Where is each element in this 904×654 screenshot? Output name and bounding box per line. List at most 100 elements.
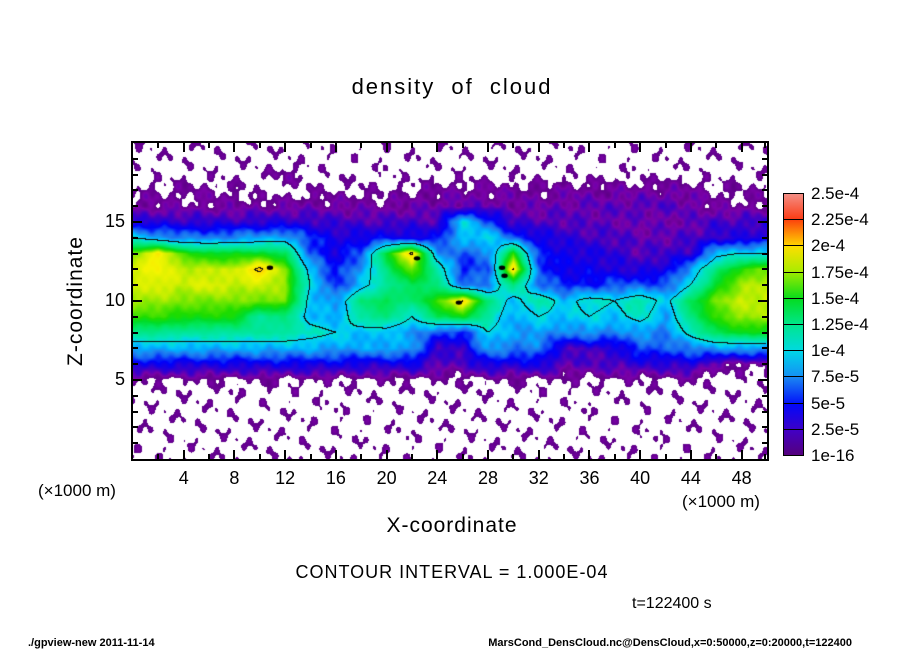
axis-tick (133, 205, 138, 208)
axis-tick (133, 426, 138, 429)
axis-tick (133, 379, 142, 381)
axis-tick (664, 143, 667, 148)
axis-tick (758, 221, 767, 223)
time-label: t=122400 s (632, 595, 712, 612)
axis-tick (762, 157, 767, 160)
axis-tick (512, 454, 515, 459)
y-axis-tick-label: 5 (114, 369, 125, 389)
colorbar-box (783, 402, 804, 431)
footer-datasource: MarsCond_DensCloud.nc@DensCloud,x=0:5000… (488, 637, 852, 649)
axis-tick (334, 450, 337, 459)
axis-tick (258, 143, 261, 148)
colorbar-tick-label: 1.75e-4 (811, 262, 869, 282)
axis-tick (461, 143, 464, 148)
axis-tick (233, 143, 236, 152)
axis-tick (133, 268, 138, 271)
axis-tick (133, 252, 138, 255)
axis-tick (133, 442, 138, 445)
axis-tick (588, 143, 591, 152)
axis-tick (762, 236, 767, 239)
axis-tick (182, 143, 185, 152)
colorbar-box (783, 324, 804, 352)
axis-tick (689, 450, 692, 459)
axis-tick (762, 442, 767, 445)
axis-tick (537, 450, 540, 459)
x-axis-tick-label: 24 (427, 468, 448, 488)
axis-tick (208, 454, 211, 459)
axis-tick (639, 143, 642, 152)
plot-frame (131, 141, 769, 461)
axis-tick (208, 143, 211, 148)
axis-tick (762, 173, 767, 176)
axis-tick (762, 268, 767, 271)
colorbar (783, 193, 804, 457)
x-axis-title: X-coordinate (386, 514, 518, 537)
axis-tick (758, 300, 767, 302)
x-axis-tick-label: 32 (528, 468, 549, 488)
axis-tick (664, 454, 667, 459)
colorbar-tick-label: 1e-16 (811, 446, 855, 465)
axis-tick (563, 454, 566, 459)
axis-tick (762, 363, 767, 366)
axis-tick (157, 143, 160, 148)
axis-tick (436, 450, 439, 459)
axis-tick (133, 221, 142, 223)
axis-tick (537, 143, 540, 152)
axis-tick (639, 450, 642, 459)
axis-tick (762, 189, 767, 192)
axis-tick (764, 454, 766, 459)
x-unit-label-right: (×1000 m) (682, 492, 760, 511)
axis-tick (133, 173, 138, 176)
axis-tick (133, 284, 138, 287)
colorbar-tick-label: 1e-4 (811, 341, 846, 361)
colorbar-box (783, 350, 804, 378)
axis-tick (360, 143, 363, 148)
x-axis-tick-label: 12 (275, 468, 296, 488)
colorbar-tick-label: 2e-4 (811, 236, 846, 256)
colorbar-box (783, 219, 804, 247)
y-axis-title: Z-coordinate (64, 236, 87, 366)
x-axis-tick-label: 40 (630, 468, 651, 488)
x-axis-tick-label: 48 (731, 468, 752, 488)
axis-tick (410, 454, 413, 459)
axis-tick (762, 410, 767, 413)
colorbar-tick-label: 2.25e-4 (811, 210, 869, 230)
axis-tick (758, 379, 767, 381)
axis-tick (762, 252, 767, 255)
axis-tick (133, 157, 138, 160)
axis-tick (764, 143, 766, 148)
axis-tick (740, 143, 743, 152)
colorbar-box (783, 428, 804, 457)
colorbar-box (783, 245, 804, 274)
axis-tick (133, 331, 138, 334)
footer-command: ./gpview-new 2011-11-14 (28, 637, 155, 649)
axis-tick (133, 394, 138, 397)
axis-tick (715, 454, 718, 459)
axis-tick (309, 143, 312, 148)
axis-tick (258, 454, 261, 459)
axis-tick (133, 236, 138, 239)
x-axis-tick-label: 4 (178, 468, 189, 488)
axis-tick (233, 450, 236, 459)
axis-tick (715, 143, 718, 148)
axis-tick (385, 450, 388, 459)
x-axis-tick-label: 8 (229, 468, 240, 488)
axis-tick (762, 331, 767, 334)
axis-tick (689, 143, 692, 152)
axis-tick (309, 454, 312, 459)
page-title: density of cloud (351, 74, 553, 99)
x-axis-tick-label: 44 (680, 468, 701, 488)
axis-tick (762, 315, 767, 318)
axis-tick (762, 426, 767, 429)
axis-tick (385, 143, 388, 152)
axis-tick (182, 450, 185, 459)
contour-interval-note: CONTOUR INTERVAL = 1.000E-04 (295, 562, 609, 582)
axis-tick (563, 143, 566, 148)
colorbar-tick-label: 7.5e-5 (811, 367, 860, 387)
axis-tick (133, 363, 138, 366)
heatmap-canvas (133, 143, 767, 459)
axis-tick (436, 143, 439, 152)
axis-tick (762, 394, 767, 397)
x-axis-tick-label: 28 (478, 468, 499, 488)
axis-tick (487, 450, 490, 459)
